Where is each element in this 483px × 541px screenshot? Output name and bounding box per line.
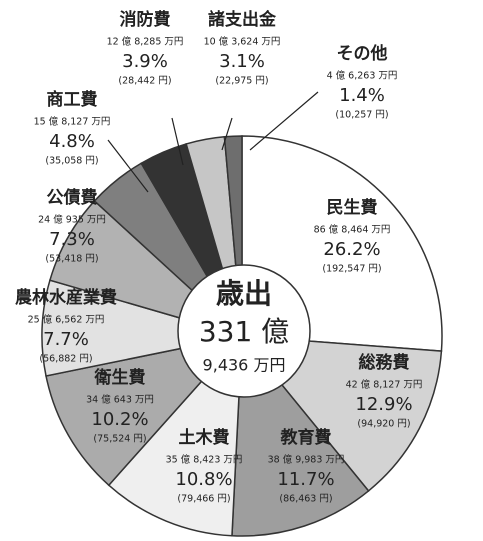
per-capita-label: (79,466 円): [177, 494, 230, 505]
per-capita-label: (86,463 円): [279, 494, 332, 505]
percent-label: 10.2%: [91, 409, 148, 430]
percent-label: 12.9%: [355, 394, 412, 415]
leader-line: [221, 117, 233, 151]
percent-label: 26.2%: [323, 239, 380, 260]
amount-label: 38 億 9,983 万円: [268, 454, 345, 466]
category-label: 商工費: [47, 89, 98, 110]
slice: [41, 279, 243, 377]
amount-label: 34 億 643 万円: [86, 394, 154, 406]
center-title: 歳出: [216, 277, 272, 310]
percent-label: 10.8%: [175, 469, 232, 490]
center-sub: 9,436 万円: [203, 356, 286, 375]
category-label: 農林水産業費: [15, 287, 117, 308]
amount-label: 12 億 8,285 万円: [107, 36, 184, 48]
center-hole: [177, 264, 311, 398]
category-label: 諸支出金: [208, 9, 277, 30]
percent-label: 11.7%: [277, 469, 334, 490]
category-label: 教育費: [280, 427, 332, 448]
per-capita-label: (53,418 円): [45, 254, 98, 265]
category-label: 民生費: [327, 197, 378, 218]
per-capita-label: (22,975 円): [215, 76, 268, 87]
category-label: 衛生費: [94, 367, 146, 388]
per-capita-label: (35,058 円): [45, 156, 98, 167]
amount-label: 15 億 8,127 万円: [34, 116, 111, 128]
amount-label: 4 億 6,263 万円: [327, 70, 398, 82]
percent-label: 7.3%: [49, 229, 95, 250]
category-label: 消防費: [120, 9, 171, 30]
leader-line: [249, 91, 319, 151]
percent-label: 3.1%: [219, 51, 265, 72]
amount-label: 25 億 6,562 万円: [28, 314, 105, 326]
percent-label: 3.9%: [122, 51, 168, 72]
per-capita-label: (28,442 円): [118, 76, 171, 87]
amount-label: 86 億 8,464 万円: [314, 224, 391, 236]
category-label: 総務費: [359, 352, 410, 373]
leader-line: [171, 117, 184, 166]
per-capita-label: (75,524 円): [93, 434, 146, 445]
category-label: 公債費: [47, 187, 98, 208]
per-capita-label: (56,882 円): [39, 354, 92, 365]
amount-label: 42 億 8,127 万円: [346, 379, 423, 391]
amount-label: 10 億 3,624 万円: [204, 36, 281, 48]
per-capita-label: (94,920 円): [357, 419, 410, 430]
category-label: 土木費: [179, 427, 230, 448]
amount-label: 35 億 8,423 万円: [166, 454, 243, 466]
leader-line: [107, 139, 149, 193]
percent-label: 4.8%: [49, 131, 95, 152]
per-capita-label: (10,257 円): [335, 110, 388, 121]
percent-label: 1.4%: [339, 85, 385, 106]
per-capita-label: (192,547 円): [322, 264, 381, 275]
category-label: その他: [337, 43, 388, 64]
amount-label: 24 億 935 万円: [38, 214, 106, 226]
center-total: 331 億: [199, 315, 289, 348]
percent-label: 7.7%: [43, 329, 89, 350]
